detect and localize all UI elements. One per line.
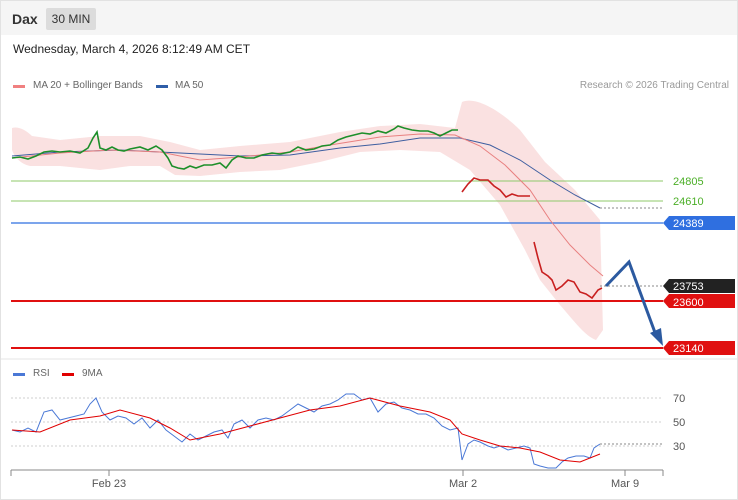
support-1-tag — [663, 294, 735, 308]
ma50-legend-label: MA 50 — [175, 80, 204, 91]
ma20-legend-label: MA 20 + Bollinger Bands — [33, 80, 143, 91]
interval-button[interactable]: 30 MIN — [46, 8, 96, 30]
ma20-legend-swatch — [13, 85, 25, 88]
support-2-tag — [663, 341, 735, 355]
rsi-line — [11, 393, 601, 469]
rsi-tick-50: 50 — [673, 417, 685, 429]
pivot-tag — [663, 216, 735, 230]
bollinger-band — [12, 100, 603, 341]
support-1-label: 23600 — [673, 297, 704, 309]
ma9-legend-label: 9MA — [82, 368, 103, 379]
price-candles — [11, 125, 458, 170]
ma20-line — [11, 133, 604, 277]
pivot-label: 24389 — [673, 218, 704, 230]
ma9-legend-swatch — [62, 373, 74, 376]
resistance-2-label: 24805 — [673, 176, 704, 188]
support-2-label: 23140 — [673, 343, 704, 355]
price-candles-down — [461, 177, 603, 300]
resistance-1-label: 24610 — [673, 196, 704, 208]
forecast-arrow — [604, 259, 659, 339]
last-price-tag — [663, 279, 735, 293]
forecast-arrowhead — [650, 328, 663, 346]
copyright-notice: Research © 2026 Trading Central — [579, 80, 729, 91]
rsi-tick-70: 70 — [673, 393, 685, 405]
chart-header: Dax 30 MIN — [1, 1, 737, 35]
last-price-label: 23753 — [673, 281, 704, 293]
x-label-mar9: Mar 9 — [611, 478, 639, 490]
rsi-legend-swatch — [13, 373, 25, 376]
ma50-legend-swatch — [156, 85, 168, 88]
x-label-feb23: Feb 23 — [92, 478, 126, 490]
instrument-symbol: Dax — [12, 11, 38, 27]
timestamp: Wednesday, March 4, 2026 8:12:49 AM CET — [13, 42, 251, 56]
x-label-mar2: Mar 2 — [449, 478, 477, 490]
rsi-tick-30: 30 — [673, 441, 685, 453]
rsi-ma9-line — [11, 397, 601, 463]
rsi-legend-label: RSI — [33, 368, 50, 379]
